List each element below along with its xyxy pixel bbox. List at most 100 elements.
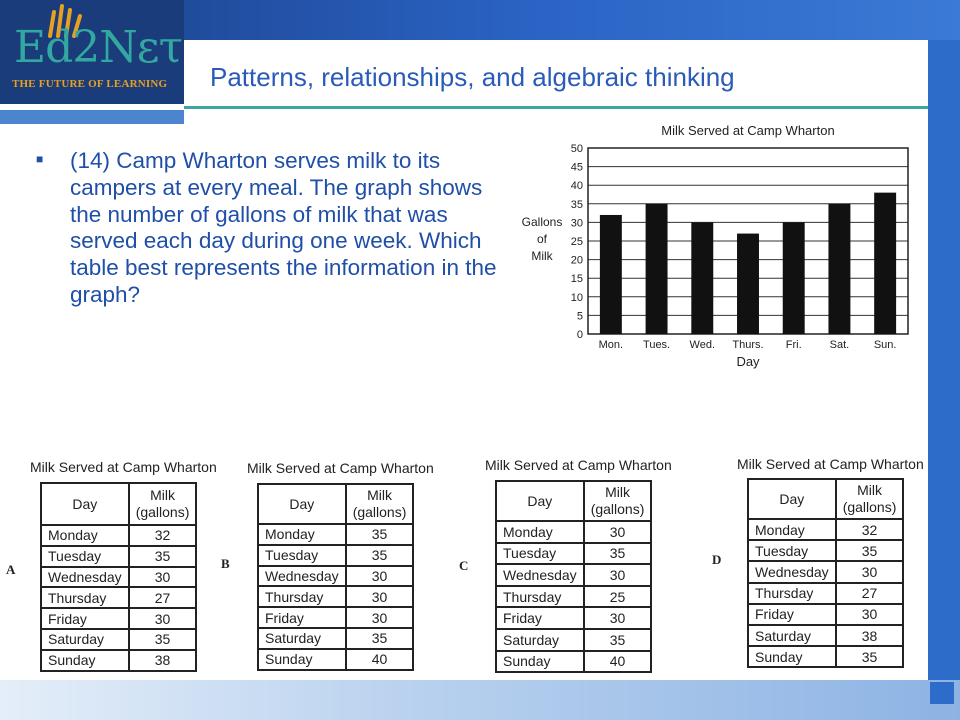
option-table: Day Milk (gallons) Monday 35 Tuesday 35 Wednesd… (257, 483, 415, 671)
milk-cell: 35 (344, 543, 415, 567)
y-axis-label-line: of (537, 232, 548, 246)
milk-cell: 30 (127, 565, 198, 589)
x-tick-label: Mon. (599, 339, 623, 351)
table-row: Tuesday 35 (40, 544, 198, 568)
table-row: Monday 32 (40, 524, 198, 547)
milk-cell: 38 (127, 648, 198, 672)
milk-cell: 35 (834, 645, 905, 669)
day-cell: Friday (257, 606, 347, 629)
x-tick-label: Fri. (786, 339, 802, 351)
milk-cell: 40 (582, 649, 653, 674)
milk-cell: 30 (127, 607, 198, 630)
milk-cell: 27 (834, 581, 905, 605)
table-row: Saturday 35 (495, 627, 653, 652)
milk-cell: 30 (834, 560, 905, 584)
table-row: Sunday 38 (40, 648, 198, 672)
hand-logo-icon (48, 4, 82, 38)
milk-cell: 30 (344, 585, 415, 609)
day-cell: Wednesday (40, 565, 130, 589)
y-tick-label: 40 (571, 180, 583, 192)
logo: Ed2Nετ THE FUTURE OF LEARNING (0, 0, 184, 104)
milk-cell: 30 (344, 606, 415, 629)
x-tick-label: Sat. (830, 339, 850, 351)
y-tick-label: 45 (571, 162, 583, 174)
bar (737, 233, 759, 334)
milk-cell: 27 (127, 586, 198, 610)
y-tick-label: 10 (571, 292, 583, 304)
question-text: (14) Camp Wharton serves milk to its cam… (70, 148, 497, 307)
x-axis-label: Day (736, 354, 760, 369)
bottom-banner (0, 680, 960, 720)
option-caption: Milk Served at Camp Wharton (737, 456, 924, 472)
slide-title: Patterns, relationships, and algebraic t… (210, 62, 735, 92)
table-row: Wednesday 30 (40, 565, 198, 589)
right-accent-bar (928, 40, 960, 680)
table-row: Wednesday 30 (257, 564, 415, 588)
y-axis-label-line: Milk (531, 249, 553, 263)
table-row: Thursday 27 (40, 586, 198, 610)
bar (599, 214, 622, 334)
table-row: Monday 35 (257, 523, 415, 546)
day-cell: Sunday (40, 648, 130, 672)
milk-cell: 30 (582, 606, 653, 630)
day-cell: Monday (40, 524, 130, 547)
day-cell: Saturday (495, 627, 585, 652)
table-row: Saturday 38 (747, 623, 905, 648)
day-header: Day (747, 478, 837, 520)
milk-cell: 32 (834, 517, 905, 542)
option-table: Day Milk (gallons) Monday 32 Tuesday 35 Wednesd… (40, 482, 198, 672)
milk-cell: 35 (127, 544, 198, 568)
day-cell: Thursday (747, 581, 837, 605)
option-letter: C (459, 558, 469, 573)
milk-cell: 30 (344, 564, 415, 588)
milk-cell: 35 (582, 627, 653, 652)
day-header: Day (40, 482, 130, 526)
logo-underbar (0, 110, 184, 124)
milk-cell: 25 (582, 584, 653, 609)
x-tick-label: Thurs. (732, 339, 763, 351)
milk-header: Milk (gallons) (344, 483, 415, 525)
bar (828, 203, 851, 334)
day-cell: Tuesday (747, 539, 837, 563)
table-row: Sunday 40 (257, 647, 415, 671)
table-row: Tuesday 35 (257, 543, 415, 567)
table-row: Wednesday 30 (495, 563, 653, 587)
bottom-accent-square (930, 682, 954, 704)
day-header: Day (257, 483, 347, 525)
milk-cell: 35 (834, 539, 905, 563)
milk-header: Milk (gallons) (834, 478, 905, 520)
x-tick-label: Wed. (690, 339, 715, 351)
table-row: Friday 30 (747, 602, 905, 626)
day-cell: Sunday (495, 649, 585, 674)
y-tick-label: 50 (571, 143, 583, 155)
option-letter: D (712, 552, 722, 567)
day-cell: Wednesday (257, 564, 347, 588)
x-tick-label: Sun. (874, 339, 897, 351)
day-cell: Saturday (40, 627, 130, 651)
option-letter: B (221, 556, 230, 571)
day-cell: Monday (257, 523, 347, 546)
milk-cell: 30 (834, 602, 905, 626)
option-table: Day Milk (gallons) Monday 30 Tuesday 35 Wednesd… (495, 480, 653, 674)
day-cell: Sunday (747, 645, 837, 669)
day-header: Day (495, 480, 585, 522)
table-row: Thursday 25 (495, 584, 653, 609)
day-cell: Wednesday (495, 563, 585, 587)
x-tick-label: Tues. (643, 339, 670, 351)
table-row: Monday 30 (495, 520, 653, 544)
day-cell: Thursday (40, 586, 130, 610)
y-tick-label: 15 (571, 273, 583, 285)
table-row: Thursday 27 (747, 581, 905, 605)
y-tick-label: 25 (571, 236, 583, 248)
day-cell: Saturday (257, 626, 347, 650)
bar-chart: Milk Served at Camp Wharton 0 5 10 15 20 25 30 3… (522, 123, 909, 369)
milk-cell: 40 (344, 647, 415, 671)
milk-cell: 30 (582, 520, 653, 544)
milk-cell: 35 (582, 541, 653, 566)
day-cell: Saturday (747, 623, 837, 648)
table-row: Sunday 35 (747, 645, 905, 669)
milk-cell: 38 (834, 623, 905, 648)
table-row: Sunday 40 (495, 649, 653, 674)
table-row: Saturday 35 (40, 627, 198, 651)
y-tick-label: 0 (577, 329, 583, 341)
